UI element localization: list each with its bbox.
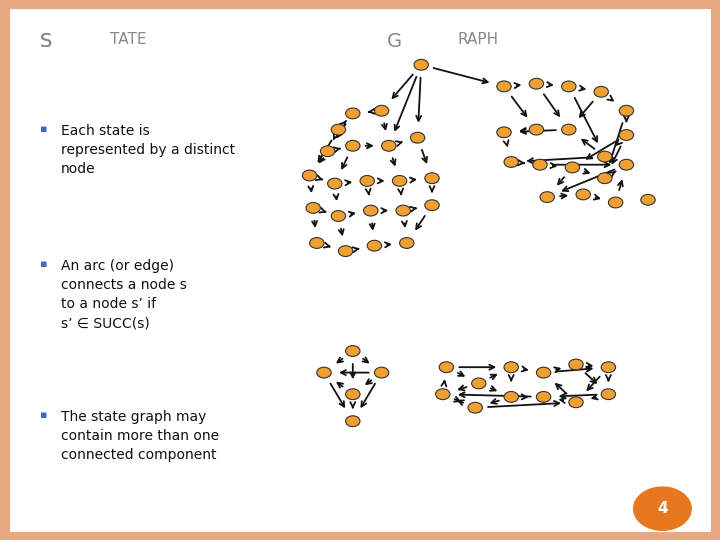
Circle shape [594,86,608,97]
Circle shape [425,173,439,184]
Circle shape [619,159,634,170]
Circle shape [414,59,428,70]
Circle shape [331,124,346,135]
Circle shape [562,124,576,135]
Text: RAPH: RAPH [458,32,499,48]
Circle shape [346,108,360,119]
Circle shape [367,240,382,251]
Circle shape [504,362,518,373]
Text: 4: 4 [657,501,667,516]
Text: ▪: ▪ [40,124,47,134]
Circle shape [536,367,551,378]
Circle shape [468,402,482,413]
Text: ▪: ▪ [40,410,47,421]
Text: ▪: ▪ [40,259,47,269]
Circle shape [598,151,612,162]
Circle shape [536,392,551,402]
Circle shape [472,378,486,389]
Circle shape [346,416,360,427]
Text: G: G [387,32,402,51]
Circle shape [346,346,360,356]
Circle shape [306,202,320,213]
Circle shape [320,146,335,157]
Text: The state graph may
contain more than one
connected component: The state graph may contain more than on… [61,410,220,462]
Circle shape [302,170,317,181]
Circle shape [310,238,324,248]
Circle shape [641,194,655,205]
Circle shape [346,389,360,400]
Circle shape [569,397,583,408]
Text: An arc (or edge)
connects a node s
to a node s’ if
s’ ∈ SUCC(s): An arc (or edge) connects a node s to a … [61,259,187,330]
Circle shape [338,246,353,256]
Circle shape [360,176,374,186]
Circle shape [328,178,342,189]
Circle shape [400,238,414,248]
Circle shape [598,173,612,184]
Circle shape [425,200,439,211]
Text: S: S [40,32,52,51]
Text: S: S [40,32,52,51]
Circle shape [601,362,616,373]
Circle shape [331,211,346,221]
Circle shape [396,205,410,216]
Circle shape [608,197,623,208]
Circle shape [497,81,511,92]
Circle shape [565,162,580,173]
Text: TATE: TATE [110,32,151,48]
Circle shape [346,140,360,151]
Circle shape [410,132,425,143]
Circle shape [374,105,389,116]
Circle shape [374,367,389,378]
Circle shape [504,157,518,167]
Circle shape [529,78,544,89]
Circle shape [562,81,576,92]
Circle shape [533,159,547,170]
Circle shape [529,124,544,135]
Circle shape [601,389,616,400]
Circle shape [576,189,590,200]
Circle shape [634,487,691,530]
Circle shape [619,105,634,116]
Circle shape [382,140,396,151]
Text: Each state is
represented by a distinct
node: Each state is represented by a distinct … [61,124,235,176]
Circle shape [439,362,454,373]
Circle shape [392,176,407,186]
Circle shape [540,192,554,202]
Circle shape [364,205,378,216]
Circle shape [436,389,450,400]
Circle shape [317,367,331,378]
Circle shape [569,359,583,370]
Circle shape [497,127,511,138]
Circle shape [504,392,518,402]
Circle shape [619,130,634,140]
